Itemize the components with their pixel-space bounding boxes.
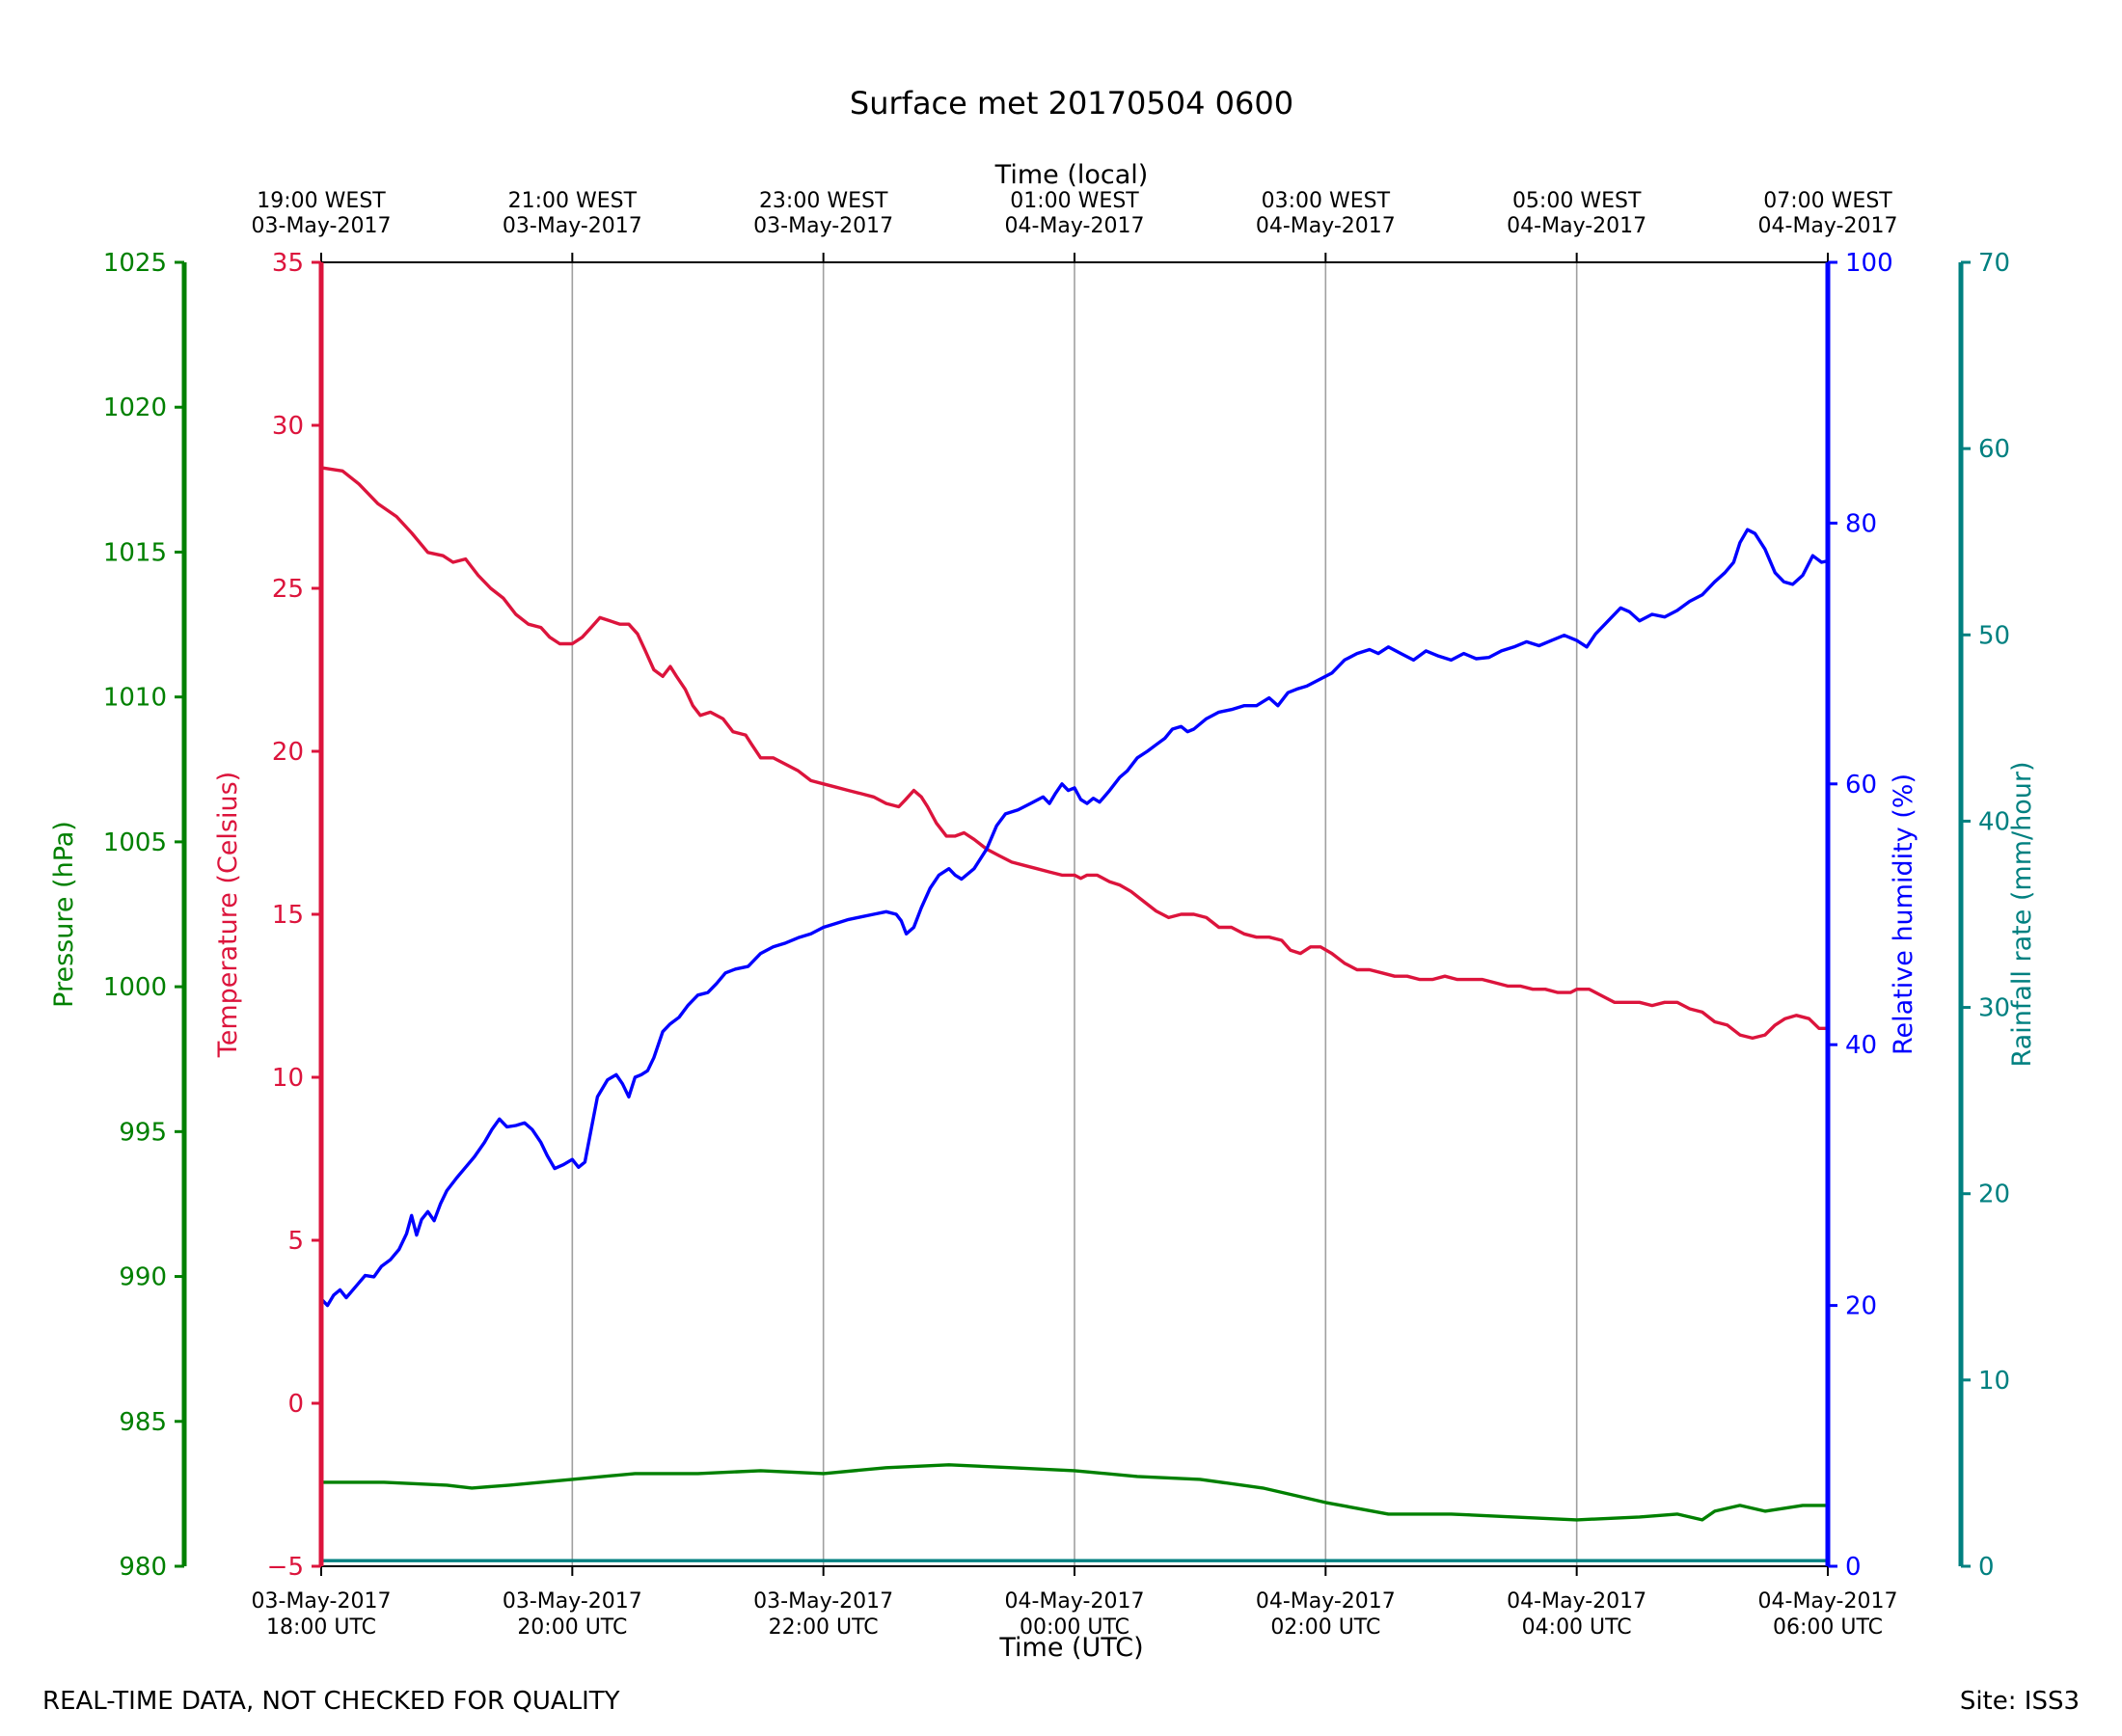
humidity-tick-label: 20 (1845, 1292, 1877, 1321)
series-layer (319, 466, 1830, 1562)
x-top-tick-label-time: 01:00 WEST (1010, 189, 1139, 213)
humidity-axis-label: Relative humidity (%) (1889, 773, 1918, 1055)
temperature-tick-label: 35 (272, 249, 304, 278)
x-tick-label-time: 22:00 UTC (769, 1615, 879, 1640)
rainfall-tick-label: 40 (1978, 807, 2010, 836)
pressure-tick-label: 1005 (103, 828, 167, 857)
x-top-tick-label-date: 03-May-2017 (503, 214, 642, 238)
pressure-tick-label: 980 (119, 1553, 167, 1582)
rainfall-tick-label: 10 (1978, 1367, 2010, 1396)
pressure-line (319, 1463, 1830, 1522)
temperature-tick-label: 5 (287, 1227, 304, 1256)
x-top-tick-label-date: 04-May-2017 (1005, 214, 1145, 238)
x-tick-label-date: 03-May-2017 (753, 1589, 893, 1614)
x-tick-label-time: 02:00 UTC (1270, 1615, 1380, 1640)
rainfall-tick-label: 30 (1978, 994, 2010, 1023)
x-top-tick-label-date: 03-May-2017 (252, 214, 392, 238)
x-tick-label-date: 03-May-2017 (252, 1589, 392, 1614)
pressure-tick-label: 1025 (103, 249, 167, 278)
grid-lines (571, 262, 1578, 1566)
pressure-axis-label: Pressure (hPa) (49, 821, 79, 1008)
humidity-tick-label: 0 (1845, 1553, 1862, 1582)
temperature-tick-label: 10 (272, 1064, 304, 1093)
rainfall-tick-label: 20 (1978, 1180, 2010, 1209)
rainfall-tick-label: 50 (1978, 621, 2010, 650)
site-label: Site: ISS3 (1959, 1687, 2080, 1716)
pressure-tick-label: 985 (119, 1408, 167, 1437)
x-tick-label-time: 00:00 UTC (1020, 1615, 1129, 1640)
humidity-tick-label: 40 (1845, 1031, 1877, 1060)
x-top-tick-label-time: 07:00 WEST (1763, 189, 1892, 213)
x-tick-label-date: 04-May-2017 (1507, 1589, 1646, 1614)
temperature-tick-label: 0 (287, 1390, 304, 1419)
temperature-tick-label: 25 (272, 575, 304, 604)
chart-title: Surface met 20170504 0600 (850, 85, 1293, 122)
rainfall-tick-label: 70 (1978, 249, 2010, 278)
humidity-tick-label: 60 (1845, 771, 1877, 800)
x-top-tick-label-time: 21:00 WEST (508, 189, 638, 213)
x-tick-label-date: 03-May-2017 (503, 1589, 642, 1614)
x-top-tick-label-date: 04-May-2017 (1507, 214, 1646, 238)
temperature-axis-label: Temperature (Celsius) (213, 772, 243, 1058)
rainfall-axis-label: Rainfall rate (mm/hour) (2007, 762, 2037, 1068)
rainfall-tick-label: 60 (1978, 435, 2010, 464)
quality-disclaimer: REAL-TIME DATA, NOT CHECKED FOR QUALITY (42, 1687, 620, 1716)
x-top-tick-label-time: 05:00 WEST (1512, 189, 1642, 213)
humidity-tick-label: 100 (1845, 249, 1893, 278)
pressure-tick-label: 1020 (103, 393, 167, 422)
temperature-tick-label: 20 (272, 738, 304, 767)
x-top-tick-label-date: 04-May-2017 (1256, 214, 1396, 238)
x-tick-label-date: 04-May-2017 (1256, 1589, 1396, 1614)
x-tick-label-time: 18:00 UTC (266, 1615, 376, 1640)
pressure-tick-label: 1015 (103, 538, 167, 567)
humidity-tick-label: 80 (1845, 509, 1877, 538)
x-tick-label-date: 04-May-2017 (1005, 1589, 1145, 1614)
x-axis-bottom-label: Time (UTC) (998, 1633, 1143, 1663)
x-top-tick-label-time: 03:00 WEST (1262, 189, 1391, 213)
temperature-line (319, 466, 1830, 1041)
x-axis-top-label: Time (local) (994, 160, 1149, 190)
pressure-tick-label: 1010 (103, 684, 167, 713)
x-top-tick-label-date: 03-May-2017 (753, 214, 893, 238)
temperature-tick-label: −5 (267, 1553, 304, 1582)
x-top-tick-label-time: 19:00 WEST (257, 189, 386, 213)
x-top-tick-label-time: 23:00 WEST (759, 189, 888, 213)
pressure-tick-label: 1000 (103, 973, 167, 1002)
relative-humidity-line (319, 528, 1830, 1308)
temperature-tick-label: 15 (272, 901, 304, 930)
x-top-tick-label-date: 04-May-2017 (1758, 214, 1898, 238)
pressure-tick-label: 990 (119, 1263, 167, 1292)
temperature-tick-label: 30 (272, 412, 304, 441)
x-tick-label-time: 20:00 UTC (517, 1615, 627, 1640)
x-tick-label-date: 04-May-2017 (1758, 1589, 1898, 1614)
pressure-tick-label: 995 (119, 1118, 167, 1147)
rainfall-tick-label: 0 (1978, 1553, 1995, 1582)
x-tick-label-time: 04:00 UTC (1522, 1615, 1632, 1640)
x-tick-label-time: 06:00 UTC (1773, 1615, 1883, 1640)
